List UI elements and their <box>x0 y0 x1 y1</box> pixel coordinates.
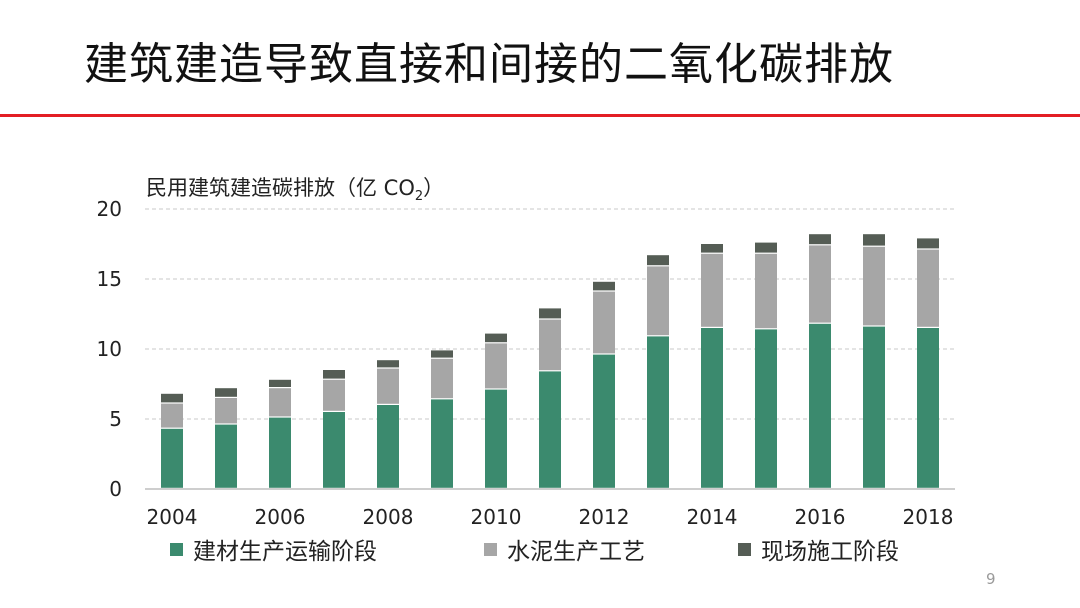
bar-segment-cement <box>215 398 237 424</box>
x-tick-label: 2016 <box>795 505 846 529</box>
y-tick-label: 15 <box>97 267 122 291</box>
bar-segment-construction <box>593 281 615 291</box>
x-tick-label: 2018 <box>903 505 954 529</box>
bar-segment-construction <box>485 333 507 343</box>
bar-segment-materials <box>755 329 777 488</box>
bar-segment-materials <box>647 336 669 488</box>
bar-segment-materials <box>215 424 237 488</box>
bar-segment-construction <box>215 388 237 397</box>
bar-segment-cement <box>485 343 507 389</box>
bar-segment-construction <box>647 255 669 266</box>
y-tick-label: 0 <box>109 477 122 501</box>
slide-title: 建筑建造导致直接和间接的二氧化碳排放 <box>84 39 894 90</box>
bar-segment-construction <box>323 370 345 379</box>
bar-segment-materials <box>323 412 345 488</box>
bar-segment-construction <box>755 242 777 253</box>
bar-segment-construction <box>431 350 453 358</box>
bar-segment-cement <box>863 246 885 326</box>
bar-segment-construction <box>701 244 723 253</box>
legend-item-cement: 水泥生产工艺 <box>484 532 645 566</box>
bar-segment-cement <box>809 245 831 323</box>
legend-item-materials: 建材生产运输阶段 <box>170 532 377 566</box>
y-axis-title-main: 民用建筑建造碳排放（亿 CO <box>146 176 415 200</box>
legend-item-construction: 现场施工阶段 <box>738 532 899 566</box>
y-tick-label: 10 <box>97 337 122 361</box>
legend-label-materials: 建材生产运输阶段 <box>193 539 377 565</box>
bar-segment-materials <box>377 405 399 488</box>
bar-segment-materials <box>539 371 561 488</box>
bar-segment-materials <box>485 389 507 488</box>
page-number: 9 <box>986 570 996 588</box>
legend-label-construction: 现场施工阶段 <box>761 539 899 565</box>
bar-segment-materials <box>269 417 291 488</box>
x-tick-label: 2006 <box>255 505 306 529</box>
legend-swatch-cement <box>484 542 497 556</box>
bar-segment-cement <box>755 253 777 329</box>
x-tick-label: 2014 <box>687 505 738 529</box>
bar-segment-materials <box>593 354 615 488</box>
bar-segment-cement <box>647 266 669 336</box>
x-tick-label: 2008 <box>363 505 414 529</box>
bar-segment-construction <box>917 238 939 249</box>
bar-segment-cement <box>917 249 939 327</box>
bar-segment-materials <box>917 328 939 488</box>
legend-swatch-materials <box>170 542 183 556</box>
bar-segment-materials <box>701 328 723 488</box>
x-tick-label: 2010 <box>471 505 522 529</box>
bar-segment-construction <box>863 234 885 246</box>
title-divider <box>0 114 1080 117</box>
bar-segment-construction <box>377 360 399 368</box>
bar-segment-cement <box>269 388 291 417</box>
y-axis-title-subscript: 2 <box>414 189 424 205</box>
bar-segment-cement <box>161 403 183 428</box>
y-tick-label: 5 <box>109 407 122 431</box>
bar-segment-cement <box>323 379 345 411</box>
bar-segment-construction <box>269 379 291 387</box>
y-axis-title-tail: ） <box>423 176 445 200</box>
legend-swatch-construction <box>738 542 751 556</box>
bar-segment-construction <box>161 393 183 403</box>
bar-segment-cement <box>539 319 561 371</box>
bar-segment-cement <box>431 358 453 399</box>
bar-segment-materials <box>809 323 831 488</box>
bar-segment-cement <box>377 368 399 404</box>
y-tick-label: 20 <box>97 197 122 221</box>
y-axis-title: 民用建筑建造碳排放（亿 CO2） <box>146 172 444 204</box>
bar-segment-materials <box>863 326 885 488</box>
x-tick-label: 2004 <box>147 505 198 529</box>
bar-segment-materials <box>431 399 453 488</box>
bar-segment-cement <box>593 291 615 354</box>
legend-label-cement: 水泥生产工艺 <box>507 539 645 565</box>
x-tick-label: 2012 <box>579 505 630 529</box>
bar-segment-construction <box>539 308 561 319</box>
bar-segment-construction <box>809 234 831 245</box>
bar-segment-cement <box>701 253 723 327</box>
bar-segment-materials <box>161 428 183 488</box>
